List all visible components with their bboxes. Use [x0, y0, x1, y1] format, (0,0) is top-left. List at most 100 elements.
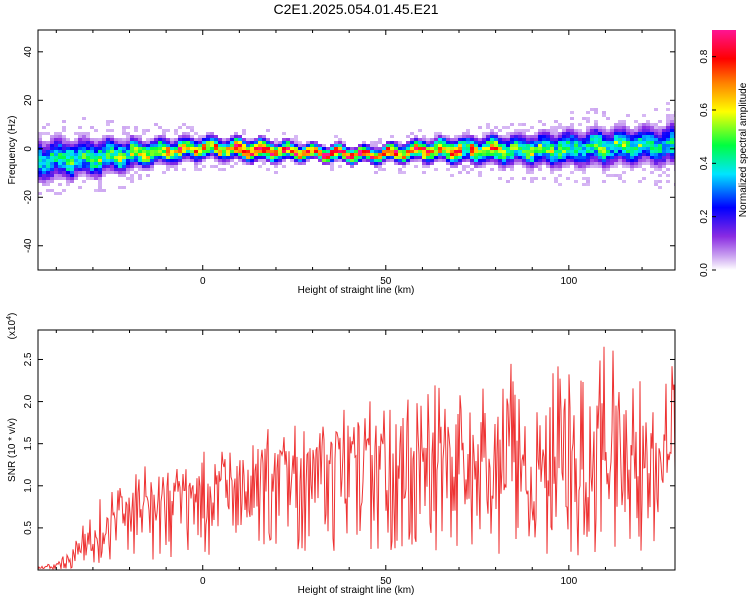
spectrogram-cell — [262, 150, 266, 153]
spectrogram-cell — [74, 177, 78, 180]
colorbar-label: Normalized spectral amplitude — [738, 82, 749, 217]
spectrogram-cell — [110, 135, 114, 138]
spectrogram-cell — [474, 147, 478, 150]
spectrogram-cell — [46, 165, 50, 168]
spectrogram-cell — [366, 156, 370, 159]
spectrogram-cell — [226, 150, 230, 153]
spectrogram-cell — [606, 117, 610, 120]
spectrogram-cell — [62, 141, 66, 144]
spectrogram-cell — [542, 123, 546, 126]
spectrogram-cell — [558, 135, 562, 138]
spectrogram-cell — [666, 150, 670, 153]
spectrogram-cell — [570, 156, 574, 159]
spectrogram-cell — [574, 138, 578, 141]
spectrogram-cell — [482, 162, 486, 165]
spectrogram-cell — [110, 165, 114, 168]
spectrogram-cell — [382, 150, 386, 153]
spectrogram-cell — [266, 150, 270, 153]
spectrogram-cell — [58, 132, 62, 135]
spectrogram-cell — [54, 153, 58, 156]
spectrogram-cell — [254, 141, 258, 144]
spectrogram-cell — [626, 153, 630, 156]
spectrogram-cell — [166, 138, 170, 141]
spectrogram-cell — [454, 159, 458, 162]
spectrogram-cell — [326, 153, 330, 156]
spectrogram-cell — [38, 177, 42, 180]
spectrogram-cell — [70, 177, 74, 180]
spectrogram-cell — [450, 156, 454, 159]
spectrogram-cell — [494, 147, 498, 150]
spectrogram-cell — [622, 144, 626, 147]
spectrogram-cell — [462, 144, 466, 147]
spectrogram-cell — [642, 150, 646, 153]
spectrogram-cell — [458, 144, 462, 147]
spectrogram-cell — [606, 138, 610, 141]
spectrogram-cell — [442, 153, 446, 156]
spectrogram-cell — [54, 147, 58, 150]
spectrogram-cell — [638, 132, 642, 135]
spectrogram-cell — [106, 153, 110, 156]
spectrogram-cell — [154, 150, 158, 153]
spectrogram-cell — [618, 156, 622, 159]
spectrogram-cell — [654, 147, 658, 150]
spectrogram-cell — [338, 138, 342, 141]
spectrogram-cell — [102, 174, 106, 177]
spectrogram-cell — [322, 150, 326, 153]
spectrogram-cell — [110, 150, 114, 153]
spectrogram-cell — [554, 132, 558, 135]
spectrogram-cell — [38, 156, 42, 159]
spectrogram-cell — [170, 153, 174, 156]
spectrogram-cell — [602, 132, 606, 135]
spectrogram-cell — [222, 141, 226, 144]
spectrogram-cell — [162, 135, 166, 138]
spectrogram-cell — [126, 159, 130, 162]
spectrogram-cell — [258, 159, 262, 162]
spectrogram-cell — [294, 147, 298, 150]
spectrogram-cell — [162, 129, 166, 132]
spectrogram-cell — [222, 147, 226, 150]
spectrogram-cell — [630, 159, 634, 162]
spectrogram-cell — [142, 159, 146, 162]
spectrogram-cell — [622, 132, 626, 135]
spectrogram-cell — [518, 159, 522, 162]
spectrogram-cell — [210, 153, 214, 156]
spectrogram-cell — [106, 162, 110, 165]
spectrogram-cell — [590, 150, 594, 153]
spectrogram-cell — [218, 159, 222, 162]
spectrogram-cell — [510, 144, 514, 147]
spectrogram-cell — [142, 132, 146, 135]
spectrogram-cell — [630, 153, 634, 156]
spectrogram-cell — [454, 165, 458, 168]
spectrogram-cell — [642, 168, 646, 171]
spectrogram-cell — [174, 153, 178, 156]
spectrogram-cell — [334, 153, 338, 156]
spectrogram-xtick-label: 100 — [560, 276, 577, 287]
spectrogram-cell — [102, 150, 106, 153]
spectrogram-cell — [586, 132, 590, 135]
spectrogram-cell — [166, 144, 170, 147]
spectrogram-cell — [258, 150, 262, 153]
spectrogram-cell — [174, 165, 178, 168]
spectrogram-cell — [542, 144, 546, 147]
spectrogram-cell — [470, 162, 474, 165]
spectrogram-cell — [550, 129, 554, 132]
spectrogram-cell — [330, 147, 334, 150]
spectrogram-cell — [514, 129, 518, 132]
spectrogram-cell — [546, 159, 550, 162]
spectrogram-cell — [542, 156, 546, 159]
spectrogram-cell — [630, 150, 634, 153]
spectrogram-cell — [550, 132, 554, 135]
spectrogram-cell — [282, 132, 286, 135]
spectrogram-cell — [598, 153, 602, 156]
spectrogram-cell — [562, 141, 566, 144]
spectrogram-cell — [290, 150, 294, 153]
spectrogram-cell — [98, 168, 102, 171]
spectrogram-cell — [198, 153, 202, 156]
spectrogram-cell — [474, 138, 478, 141]
spectrogram-cell — [210, 165, 214, 168]
spectrogram-cell — [650, 138, 654, 141]
spectrogram-cell — [578, 129, 582, 132]
spectrogram-cell — [566, 129, 570, 132]
spectrogram-cell — [314, 156, 318, 159]
spectrogram-cell — [82, 117, 86, 120]
